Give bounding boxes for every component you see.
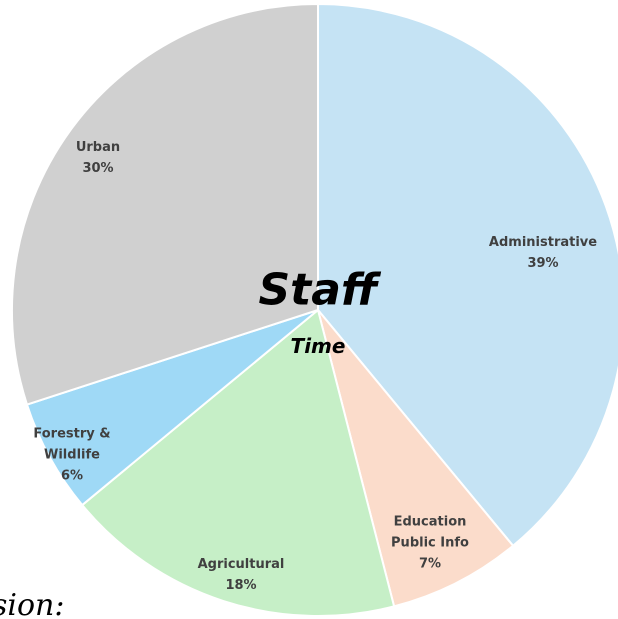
annotation: sion: [0, 588, 65, 619]
pie-slice [80, 308, 396, 617]
slice-label: Agricultural 18% [181, 554, 301, 596]
slice-label: Administrative 39% [478, 232, 608, 274]
chart-title: Staff [258, 264, 378, 316]
chart-subtitle: Time [290, 334, 346, 358]
value-label: 6% [60, 468, 84, 484]
value-label: 39% [527, 256, 559, 271]
value-label: 30% [82, 161, 114, 176]
value-label: 18% [225, 578, 257, 593]
category-label: Education Public Info [391, 514, 469, 551]
pie-slice [317, 2, 618, 548]
slice-label: Education Public Info 7% [383, 512, 478, 575]
slice-label: Urban 30% [58, 137, 138, 179]
value-label: 7% [418, 556, 442, 572]
pie-slice [11, 2, 319, 406]
category-label: Administrative [488, 235, 598, 250]
pie-slice [317, 309, 515, 608]
category-label: Forestry & Wildlife [33, 426, 111, 463]
category-label: Agricultural [197, 557, 285, 572]
slice-label: Forestry & Wildlife 6% [27, 424, 117, 487]
category-label: Urban [75, 140, 121, 155]
